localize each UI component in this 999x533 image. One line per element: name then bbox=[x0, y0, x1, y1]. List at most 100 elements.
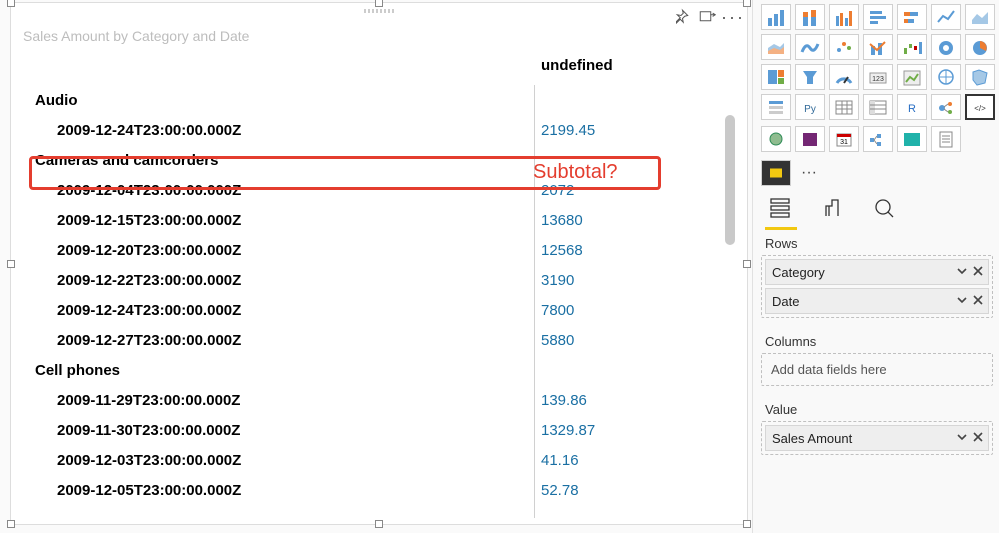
viz-tile-combo[interactable] bbox=[863, 34, 893, 60]
viz-tile-gauge[interactable] bbox=[829, 64, 859, 90]
rows-well[interactable]: Category Date bbox=[761, 255, 993, 318]
viz-tile-stacked-area[interactable] bbox=[761, 34, 791, 60]
viz-tile-power-apps[interactable] bbox=[795, 126, 825, 152]
viz-tile-custom[interactable] bbox=[761, 160, 791, 186]
more-options-icon[interactable]: ··· bbox=[723, 7, 743, 27]
viz-tile-calendar[interactable]: 31 bbox=[829, 126, 859, 152]
cell-value: 2199.45 bbox=[541, 122, 595, 139]
analytics-tab-icon[interactable] bbox=[871, 196, 899, 224]
viz-tile-treemap[interactable] bbox=[761, 64, 791, 90]
field-chip-label: Sales Amount bbox=[772, 431, 852, 446]
viz-tile-filled-map[interactable] bbox=[965, 64, 995, 90]
viz-tile-decomposition[interactable] bbox=[863, 126, 893, 152]
resize-handle[interactable] bbox=[7, 260, 15, 268]
column-header[interactable]: undefined bbox=[541, 57, 613, 74]
resize-handle[interactable] bbox=[375, 520, 383, 528]
pane-tabs bbox=[767, 196, 993, 224]
viz-tile-map[interactable] bbox=[931, 64, 961, 90]
matrix-data-row[interactable]: 2009-12-15T23:00:00.000Z13680 bbox=[21, 205, 737, 235]
matrix-category-row[interactable]: Audio bbox=[21, 85, 737, 115]
viz-tile-python[interactable]: Py bbox=[795, 94, 825, 120]
focus-mode-icon[interactable] bbox=[697, 7, 717, 27]
viz-tile-key-influencers[interactable] bbox=[931, 94, 961, 120]
matrix-body[interactable]: undefined Audio2009-12-24T23:00:00.000Z2… bbox=[21, 55, 737, 518]
resize-handle[interactable] bbox=[7, 520, 15, 528]
cell-value: 1329.87 bbox=[541, 422, 595, 439]
value-well[interactable]: Sales Amount bbox=[761, 421, 993, 455]
viz-tile-pie[interactable] bbox=[965, 34, 995, 60]
viz-tile-icon-map[interactable] bbox=[897, 126, 927, 152]
viz-tile-paginated[interactable] bbox=[931, 126, 961, 152]
resize-handle[interactable] bbox=[743, 520, 751, 528]
viz-tile-arcgis[interactable] bbox=[761, 126, 791, 152]
viz-tile-scatter[interactable] bbox=[829, 34, 859, 60]
viz-tile-slicer[interactable] bbox=[761, 94, 791, 120]
field-chip[interactable]: Category bbox=[765, 259, 989, 285]
viz-tile-matrix[interactable] bbox=[863, 94, 893, 120]
viz-tile-waterfall[interactable] bbox=[897, 34, 927, 60]
viz-tile-funnel[interactable] bbox=[795, 64, 825, 90]
field-chip[interactable]: Sales Amount bbox=[765, 425, 989, 451]
viz-tile-bars[interactable] bbox=[761, 4, 791, 30]
viz-tile-kpi[interactable] bbox=[897, 64, 927, 90]
pin-icon[interactable] bbox=[671, 7, 691, 27]
resize-handle[interactable] bbox=[375, 0, 383, 7]
chevron-down-icon[interactable] bbox=[956, 294, 968, 309]
matrix-data-row[interactable]: 2009-12-03T23:00:00.000Z41.16 bbox=[21, 445, 737, 475]
viz-tile-html[interactable]: </> bbox=[965, 94, 995, 120]
matrix-data-row[interactable]: 2009-12-20T23:00:00.000Z12568 bbox=[21, 235, 737, 265]
viz-tile-donut[interactable] bbox=[931, 34, 961, 60]
visualization-gallery-custom: ··· bbox=[761, 160, 993, 186]
visual-header: ··· bbox=[671, 7, 743, 27]
matrix-data-row[interactable]: 2009-12-24T23:00:00.000Z7800 bbox=[21, 295, 737, 325]
viz-tile-table[interactable] bbox=[829, 94, 859, 120]
vertical-scrollbar[interactable] bbox=[725, 115, 735, 245]
cell-value: 139.86 bbox=[541, 392, 587, 409]
date-label: 2009-12-20T23:00:00.000Z bbox=[21, 242, 241, 259]
matrix-category-row[interactable]: Cell phones bbox=[21, 355, 737, 385]
cell-value: 3190 bbox=[541, 272, 574, 289]
chevron-down-icon[interactable] bbox=[956, 431, 968, 446]
columns-well[interactable]: Add data fields here bbox=[761, 353, 993, 386]
resize-handle[interactable] bbox=[7, 0, 15, 7]
svg-text:R: R bbox=[908, 103, 916, 115]
gallery-more-icon[interactable]: ··· bbox=[797, 164, 817, 182]
viz-tile-horizontal-bar[interactable] bbox=[863, 4, 893, 30]
format-tab-icon[interactable] bbox=[819, 196, 847, 224]
date-label: 2009-12-27T23:00:00.000Z bbox=[21, 332, 241, 349]
viz-tile-clustered-bar[interactable] bbox=[829, 4, 859, 30]
chevron-down-icon[interactable] bbox=[956, 265, 968, 280]
remove-field-icon[interactable] bbox=[972, 265, 984, 280]
date-label: 2009-12-03T23:00:00.000Z bbox=[21, 452, 241, 469]
date-label: 2009-11-30T23:00:00.000Z bbox=[21, 422, 240, 439]
cell-value: 52.78 bbox=[541, 482, 579, 499]
remove-field-icon[interactable] bbox=[972, 294, 984, 309]
viz-tile-stacked-bar[interactable] bbox=[795, 4, 825, 30]
matrix-data-row[interactable]: 2009-12-05T23:00:00.000Z52.78 bbox=[21, 475, 737, 505]
viz-tile-ribbon[interactable] bbox=[795, 34, 825, 60]
remove-field-icon[interactable] bbox=[972, 431, 984, 446]
matrix-data-row[interactable]: 2009-12-22T23:00:00.000Z3190 bbox=[21, 265, 737, 295]
drag-grip-icon[interactable] bbox=[364, 9, 394, 13]
field-chip[interactable]: Date bbox=[765, 288, 989, 314]
matrix-data-row[interactable]: 2009-11-30T23:00:00.000Z 1329.87 bbox=[21, 415, 737, 445]
resize-handle[interactable] bbox=[743, 260, 751, 268]
matrix-data-row[interactable]: 2009-12-27T23:00:00.000Z5880 bbox=[21, 325, 737, 355]
viz-tile-line[interactable] bbox=[931, 4, 961, 30]
matrix-category-row[interactable]: Cameras and camcorders bbox=[21, 145, 737, 175]
rows-well-label: Rows bbox=[765, 236, 993, 251]
viz-tile-r-script[interactable]: R bbox=[897, 94, 927, 120]
value-well-label: Value bbox=[765, 402, 993, 417]
report-canvas[interactable]: ··· Sales Amount by Category and Date un… bbox=[0, 0, 752, 533]
viz-tile-area[interactable] bbox=[965, 4, 995, 30]
resize-handle[interactable] bbox=[743, 0, 751, 7]
svg-text:31: 31 bbox=[840, 139, 848, 146]
matrix-data-row[interactable]: 2009-11-29T23:00:00.000Z139.86 bbox=[21, 385, 737, 415]
viz-tile-card[interactable]: 123 bbox=[863, 64, 893, 90]
matrix-data-row[interactable]: 2009-12-24T23:00:00.000Z2199.45 bbox=[21, 115, 737, 145]
fields-tab-icon[interactable] bbox=[767, 196, 795, 224]
viz-tile-horizontal-stacked[interactable] bbox=[897, 4, 927, 30]
cell-value: 7800 bbox=[541, 302, 574, 319]
matrix-data-row[interactable]: 2009-12-04T23:00:00.000Z2072 bbox=[21, 175, 737, 205]
matrix-visual[interactable]: ··· Sales Amount by Category and Date un… bbox=[10, 2, 748, 525]
